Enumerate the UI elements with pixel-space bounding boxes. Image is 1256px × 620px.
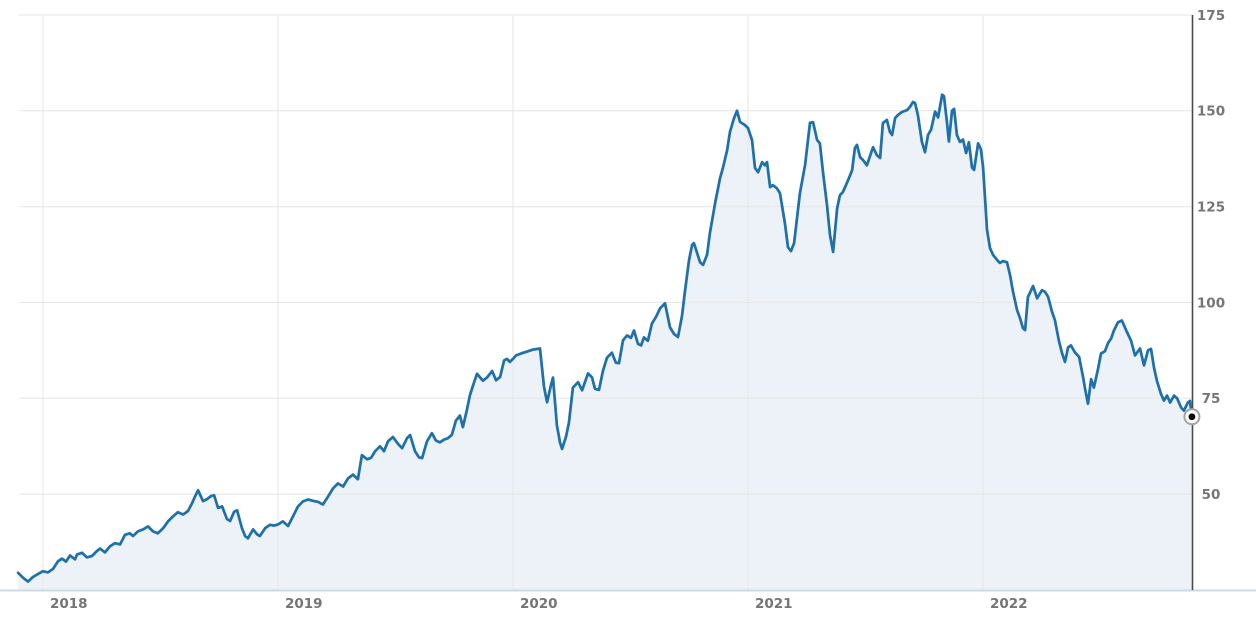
y-axis-tick-label: 125 (1197, 200, 1225, 216)
y-axis-tick-label: 150 (1197, 104, 1225, 120)
y-axis-tick-label: 75 (1202, 391, 1221, 407)
price-area (18, 94, 1192, 590)
y-axis-tick-label: 50 (1202, 487, 1221, 503)
price-line (16, 93, 1194, 583)
y-axis-tick-label: 100 (1197, 295, 1225, 311)
x-axis-tick-label: 2018 (50, 596, 88, 612)
x-axis-tick-label: 2019 (285, 596, 323, 612)
x-axis-tick-label: 2022 (990, 596, 1028, 612)
x-axis-tick-label: 2021 (755, 596, 793, 612)
last-price-marker-dot (1188, 413, 1196, 421)
y-axis-tick-label: 175 (1197, 8, 1225, 24)
x-axis-tick-label: 2020 (520, 596, 558, 612)
